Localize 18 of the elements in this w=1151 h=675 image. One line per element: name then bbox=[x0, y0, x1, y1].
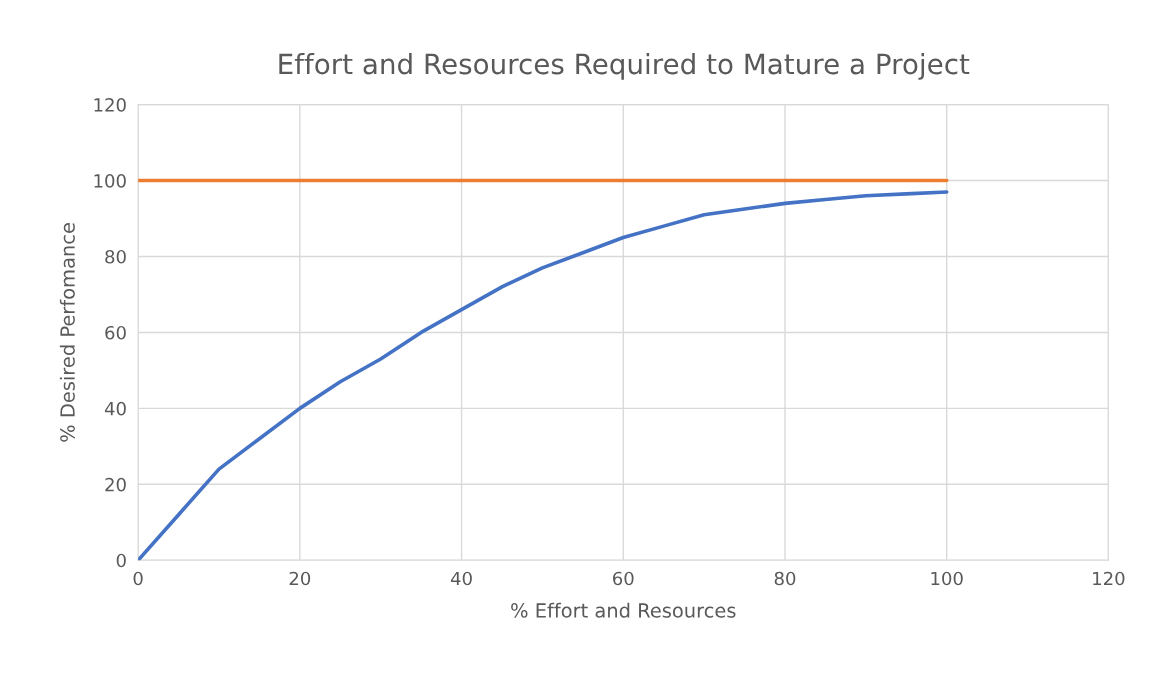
y-axis-title: % Desired Perfomance bbox=[59, 223, 75, 442]
x-tick-label: 100 bbox=[931, 571, 963, 586]
y-tick-label: 80 bbox=[105, 249, 126, 264]
x-axis-title: % Effort and Resources bbox=[511, 602, 736, 618]
y-tick-label: 100 bbox=[94, 174, 126, 188]
x-tick-label: 0 bbox=[133, 571, 143, 586]
chart-title: Effort and Resources Required to Mature a Project bbox=[279, 52, 970, 80]
y-tick-label: 40 bbox=[104, 401, 126, 416]
x-tick-label: 20 bbox=[289, 571, 311, 586]
x-tick-label: 120 bbox=[1093, 571, 1125, 586]
x-tick-label: 40 bbox=[450, 571, 472, 586]
y-tick-label: 20 bbox=[105, 477, 126, 492]
y-tick-label: 120 bbox=[94, 98, 126, 112]
x-tick-label: 80 bbox=[774, 571, 796, 586]
y-tick-label: 60 bbox=[105, 325, 126, 340]
y-tick-label: 0 bbox=[116, 553, 126, 568]
line-series bbox=[138, 190, 949, 561]
x-tick-label: 60 bbox=[613, 571, 634, 586]
